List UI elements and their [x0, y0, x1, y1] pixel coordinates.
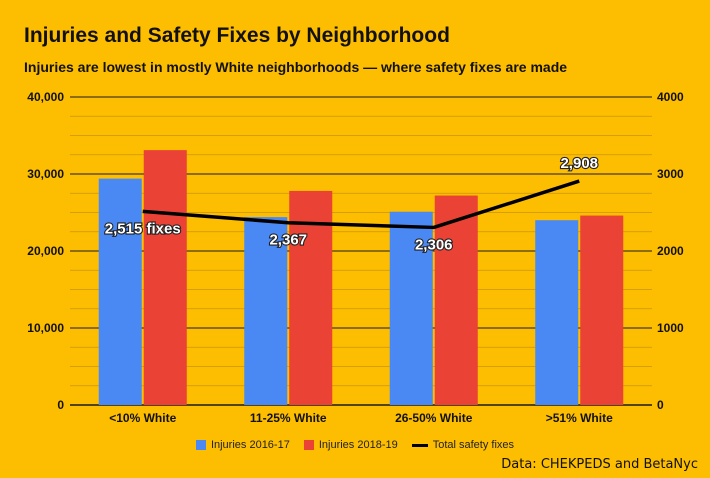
bar-injuries-2016-17	[244, 217, 288, 405]
category-label: >51% White	[546, 411, 613, 425]
legend-label: Injuries 2016-17	[210, 439, 290, 451]
legend-swatch-blue	[195, 440, 206, 450]
legend-item-safety-fixes: Total safety fixes	[411, 439, 515, 451]
data-source: Data: CHEKPEDS and BetaNyc	[501, 457, 698, 472]
legend: Injuries 2016-17 Injuries 2018-19 Total …	[0, 439, 710, 451]
chart-subtitle: Injuries are lowest in mostly White neig…	[24, 59, 568, 75]
legend-label: Injuries 2018-19	[318, 439, 398, 451]
left-axis-tick-label: 20,000	[27, 244, 64, 258]
right-axis-tick-label: 2000	[657, 244, 684, 258]
legend-label: Total safety fixes	[432, 439, 515, 451]
data-label-safety-fixes: 2,908	[560, 155, 598, 172]
data-label-safety-fixes: 2,367	[269, 232, 307, 249]
data-label-safety-fixes: 2,515 fixes	[105, 220, 181, 237]
right-axis-tick-label: 0	[657, 398, 664, 412]
bar-injuries-2016-17	[389, 211, 433, 405]
bar-injuries-2016-17	[98, 178, 142, 405]
category-label: 26-50% White	[395, 411, 473, 425]
left-axis-tick-label: 0	[57, 398, 64, 412]
left-axis-tick-label: 40,000	[27, 90, 64, 104]
right-axis-tick-label: 1000	[657, 321, 684, 335]
bar-injuries-2018-19	[434, 195, 478, 405]
right-axis-tick-label: 4000	[657, 90, 684, 104]
category-label: 11-25% White	[250, 411, 327, 425]
bar-injuries-2018-19	[289, 190, 333, 405]
legend-swatch-line	[411, 443, 428, 447]
data-label-safety-fixes: 2,306	[415, 236, 453, 253]
bar-injuries-2016-17	[535, 220, 579, 405]
chart-title: Injuries and Safety Fixes by Neighborhoo…	[24, 24, 450, 47]
legend-item-injuries-2016-17: Injuries 2016-17	[195, 439, 290, 451]
bar-injuries-2018-19	[580, 215, 624, 405]
category-label: <10% White	[109, 411, 176, 425]
legend-swatch-red	[303, 440, 314, 450]
left-axis-tick-label: 10,000	[27, 321, 64, 335]
bar-injuries-2018-19	[143, 150, 187, 405]
legend-item-injuries-2018-19: Injuries 2018-19	[303, 439, 398, 451]
line-total-safety-fixes	[142, 179, 580, 230]
right-axis-tick-label: 3000	[657, 167, 684, 181]
left-axis-tick-label: 30,000	[27, 167, 64, 181]
